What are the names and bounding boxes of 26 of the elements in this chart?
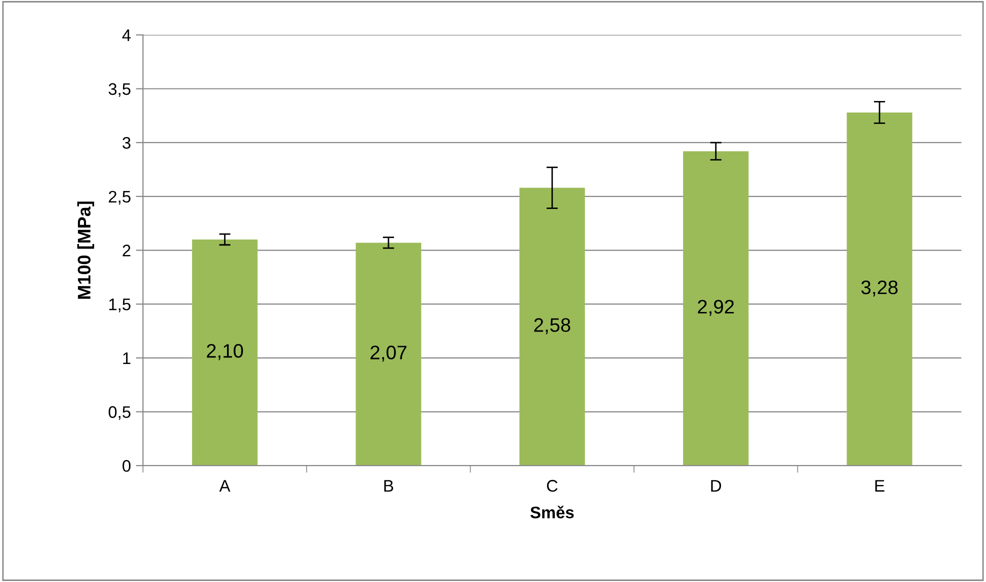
- x-axis-title: Směs: [530, 506, 574, 518]
- bar: [846, 112, 912, 466]
- y-tick-label: 0: [122, 460, 131, 472]
- data-label: 2,07: [370, 346, 406, 362]
- x-tick-label: C: [546, 480, 558, 492]
- y-tick-label: 2,5: [108, 190, 130, 205]
- y-tick-label: 1,5: [109, 298, 130, 312]
- y-tick-label: 0,5: [108, 406, 130, 420]
- bar: [192, 239, 258, 466]
- x-tick-label: E: [875, 480, 884, 492]
- data-label: 3,28: [861, 280, 898, 297]
- data-label: 2,10: [206, 344, 243, 360]
- y-tick-label: 3,5: [108, 83, 130, 97]
- y-axis-title: M100 [MPa]: [77, 202, 94, 299]
- x-tick-label: A: [219, 480, 230, 492]
- data-label: 2,58: [534, 318, 570, 334]
- x-tick-label: B: [384, 480, 394, 492]
- x-tick-label: D: [711, 480, 722, 492]
- bar: [356, 242, 422, 466]
- bar: [519, 188, 585, 466]
- y-tick-label: 2: [122, 244, 130, 256]
- bar: [683, 151, 749, 466]
- y-tick-label: 4: [122, 29, 131, 41]
- data-label: 2,92: [698, 300, 734, 316]
- y-tick-label: 3: [122, 136, 130, 149]
- y-tick-label: 1: [123, 352, 130, 364]
